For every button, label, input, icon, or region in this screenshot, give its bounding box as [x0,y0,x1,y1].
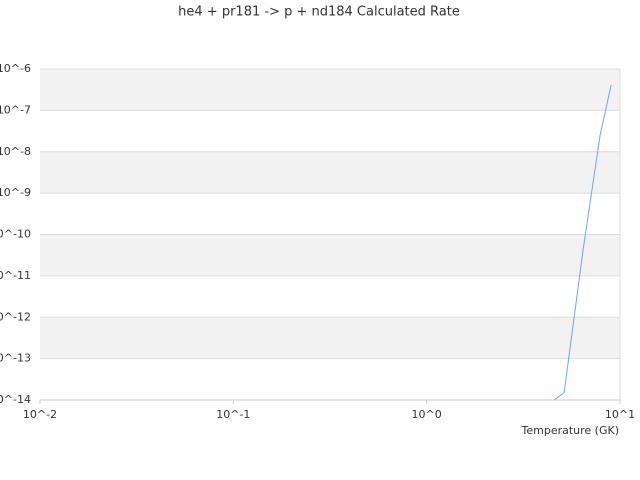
x-axis-label: Temperature (GK) [521,424,620,437]
grid-band [40,234,620,276]
x-tick-label: 10^-1 [216,408,250,421]
x-tick-label: 10^0 [412,408,442,421]
y-tick-label: 10^-9 [0,186,31,199]
chart-title: he4 + pr181 -> p + nd184 Calculated Rate [178,5,460,20]
grid-band [40,317,620,359]
y-tick-label: 10^-10 [0,228,31,241]
y-tick-label: 10^-13 [0,352,31,365]
grid-band [40,151,620,194]
y-tick-label: 10^-8 [0,145,31,158]
x-tick-label: 10^-2 [23,408,57,421]
y-tick-label: 10^-11 [0,269,31,282]
y-tick-label: 10^-7 [0,103,31,116]
y-tick-label: 10^-12 [0,310,31,323]
y-tick-label: 10^-6 [0,62,31,75]
data-line [553,84,612,401]
grid-band [40,69,620,111]
y-tick-label: 10^-14 [0,393,31,406]
x-tick-label: 10^1 [605,408,635,421]
